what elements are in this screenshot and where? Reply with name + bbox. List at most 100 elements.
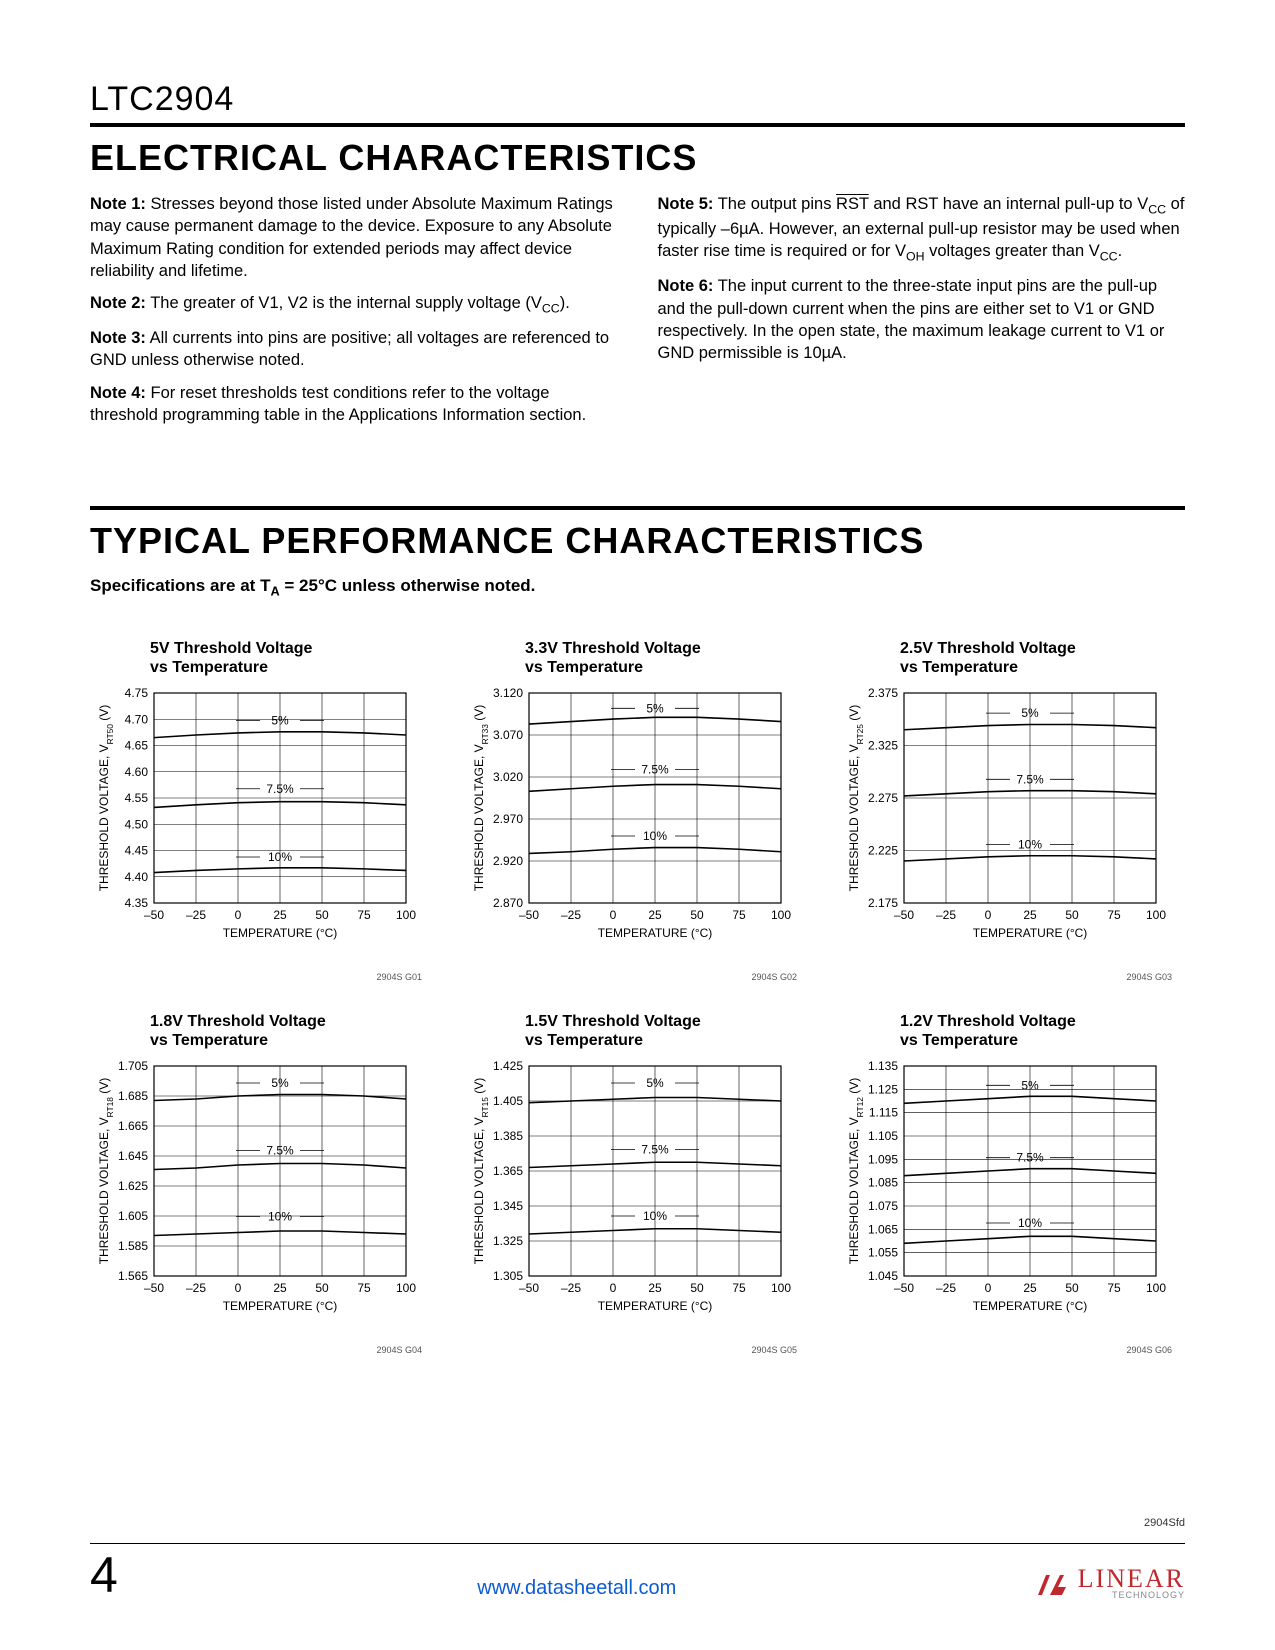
chart-code: 2904S G02 (465, 972, 805, 982)
svg-text:7.5%: 7.5% (1016, 1151, 1044, 1165)
footer-row: 4 www.datasheetall.com LINEAR TECHNOLOGY (90, 1550, 1185, 1600)
part-number: LTC2904 (90, 80, 1185, 119)
chart-svg: –50–2502550751002.1752.2252.2752.3252.37… (840, 685, 1180, 965)
svg-text:0: 0 (610, 908, 617, 922)
svg-text:5%: 5% (646, 1076, 664, 1090)
svg-text:25: 25 (273, 908, 287, 922)
svg-text:2.175: 2.175 (868, 896, 898, 910)
svg-text:TEMPERATURE (°C): TEMPERATURE (°C) (973, 1299, 1088, 1313)
svg-text:TEMPERATURE (°C): TEMPERATURE (°C) (973, 926, 1088, 940)
svg-text:THRESHOLD VOLTAGE, VRT12 (V): THRESHOLD VOLTAGE, VRT12 (V) (847, 1078, 865, 1265)
svg-text:2.225: 2.225 (868, 843, 898, 857)
svg-text:1.685: 1.685 (118, 1089, 148, 1103)
chart: 1.8V Threshold Voltagevs Temperature–50–… (90, 1012, 430, 1355)
svg-text:4.50: 4.50 (125, 817, 149, 831)
svg-text:4.65: 4.65 (125, 738, 149, 752)
svg-text:2.920: 2.920 (493, 854, 523, 868)
svg-text:10%: 10% (268, 1210, 292, 1224)
svg-text:1.345: 1.345 (493, 1199, 523, 1213)
svg-text:100: 100 (396, 908, 416, 922)
svg-text:1.075: 1.075 (868, 1199, 898, 1213)
svg-text:10%: 10% (1018, 837, 1042, 851)
svg-text:1.405: 1.405 (493, 1094, 523, 1108)
svg-text:TEMPERATURE (°C): TEMPERATURE (°C) (223, 926, 338, 940)
svg-text:50: 50 (315, 1281, 329, 1295)
svg-text:10%: 10% (1018, 1216, 1042, 1230)
svg-text:5%: 5% (271, 713, 289, 727)
section2-heading: TYPICAL PERFORMANCE CHARACTERISTICS (90, 520, 1185, 562)
svg-text:THRESHOLD VOLTAGE, VRT15 (V): THRESHOLD VOLTAGE, VRT15 (V) (472, 1078, 490, 1265)
chart-code: 2904S G05 (465, 1345, 805, 1355)
note: Note 1: Stresses beyond those listed und… (90, 193, 618, 282)
chart-svg: –50–2502550751004.354.404.454.504.554.60… (90, 685, 430, 965)
svg-text:–50: –50 (144, 1281, 164, 1295)
charts-grid: 5V Threshold Voltagevs Temperature–50–25… (90, 639, 1185, 1356)
svg-text:10%: 10% (643, 1209, 667, 1223)
svg-text:4.40: 4.40 (125, 870, 149, 884)
svg-text:75: 75 (732, 908, 746, 922)
svg-text:1.135: 1.135 (868, 1059, 898, 1073)
svg-text:1.705: 1.705 (118, 1059, 148, 1073)
svg-text:7.5%: 7.5% (266, 1144, 294, 1158)
svg-text:3.120: 3.120 (493, 686, 523, 700)
chart: 1.5V Threshold Voltagevs Temperature –50 –… (465, 1012, 805, 1355)
svg-text:25: 25 (1023, 908, 1037, 922)
page-footer: 2904Sfd 4 www.datasheetall.com LINEAR TE… (90, 1543, 1185, 1600)
note: Note 2: The greater of V1, V2 is the int… (90, 292, 618, 317)
svg-text:–50: –50 (519, 1281, 539, 1295)
svg-text:50: 50 (690, 1281, 704, 1295)
svg-text:1.085: 1.085 (868, 1176, 898, 1190)
svg-text:–50: –50 (144, 908, 164, 922)
svg-text:0: 0 (235, 1281, 242, 1295)
chart-title: 1.5V Threshold Voltagevs Temperature (525, 1012, 805, 1050)
svg-text:25: 25 (648, 908, 662, 922)
spec-note: Specifications are at TA = 25°C unless o… (90, 576, 1185, 598)
svg-text:75: 75 (357, 908, 371, 922)
svg-text:–25: –25 (561, 1281, 581, 1295)
section-heading: ELECTRICAL CHARACTERISTICS (90, 137, 1185, 179)
chart: 3.3V Threshold Voltagevs Temperature–50–… (465, 639, 805, 982)
svg-text:7.5%: 7.5% (266, 782, 294, 796)
svg-text:1.045: 1.045 (868, 1269, 898, 1283)
svg-text:–25: –25 (936, 1281, 956, 1295)
svg-text:2.870: 2.870 (493, 896, 523, 910)
svg-text:75: 75 (732, 1281, 746, 1295)
svg-text:–25: –25 (186, 908, 206, 922)
svg-text:TEMPERATURE (°C): TEMPERATURE (°C) (223, 1299, 338, 1313)
svg-text:10%: 10% (268, 850, 292, 864)
notes-col-right: Note 5: The output pins RST and RST have… (658, 193, 1186, 436)
chart-code: 2904S G01 (90, 972, 430, 982)
svg-text:THRESHOLD VOLTAGE, VRT50 (V): THRESHOLD VOLTAGE, VRT50 (V) (97, 705, 115, 892)
svg-text:100: 100 (396, 1281, 416, 1295)
svg-text:100: 100 (1146, 908, 1166, 922)
svg-text:100: 100 (771, 1281, 791, 1295)
spec-note-pre: Specifications are at T (90, 576, 270, 595)
svg-text:5%: 5% (646, 701, 664, 715)
spec-note-post: = 25°C unless otherwise noted. (280, 576, 536, 595)
logo-brand: LINEAR (1078, 1569, 1185, 1590)
svg-text:1.095: 1.095 (868, 1153, 898, 1167)
note: Note 6: The input current to the three-s… (658, 275, 1186, 364)
svg-text:1.385: 1.385 (493, 1129, 523, 1143)
svg-text:10%: 10% (643, 829, 667, 843)
chart-title: 1.2V Threshold Voltagevs Temperature (900, 1012, 1180, 1050)
svg-text:1.565: 1.565 (118, 1269, 148, 1283)
svg-text:1.055: 1.055 (868, 1246, 898, 1260)
spec-note-sub: A (270, 584, 279, 599)
footer-url: www.datasheetall.com (477, 1577, 676, 1600)
notes-columns: Note 1: Stresses beyond those listed und… (90, 193, 1185, 436)
svg-text:5%: 5% (1021, 1079, 1039, 1093)
svg-text:1.105: 1.105 (868, 1129, 898, 1143)
svg-text:1.325: 1.325 (493, 1234, 523, 1248)
svg-text:1.645: 1.645 (118, 1149, 148, 1163)
svg-text:3.070: 3.070 (493, 728, 523, 742)
chart-svg: –50–2502550751001.0451.0551.0651.0751.08… (840, 1058, 1180, 1338)
chart-code: 2904S G06 (840, 1345, 1180, 1355)
svg-text:5%: 5% (1021, 706, 1039, 720)
chart-svg: –50–2502550751001.3051.3251.3451.3651.38… (465, 1058, 805, 1338)
svg-text:0: 0 (235, 908, 242, 922)
svg-text:1.605: 1.605 (118, 1209, 148, 1223)
svg-text:7.5%: 7.5% (641, 763, 669, 777)
svg-text:2.375: 2.375 (868, 686, 898, 700)
svg-text:1.585: 1.585 (118, 1239, 148, 1253)
